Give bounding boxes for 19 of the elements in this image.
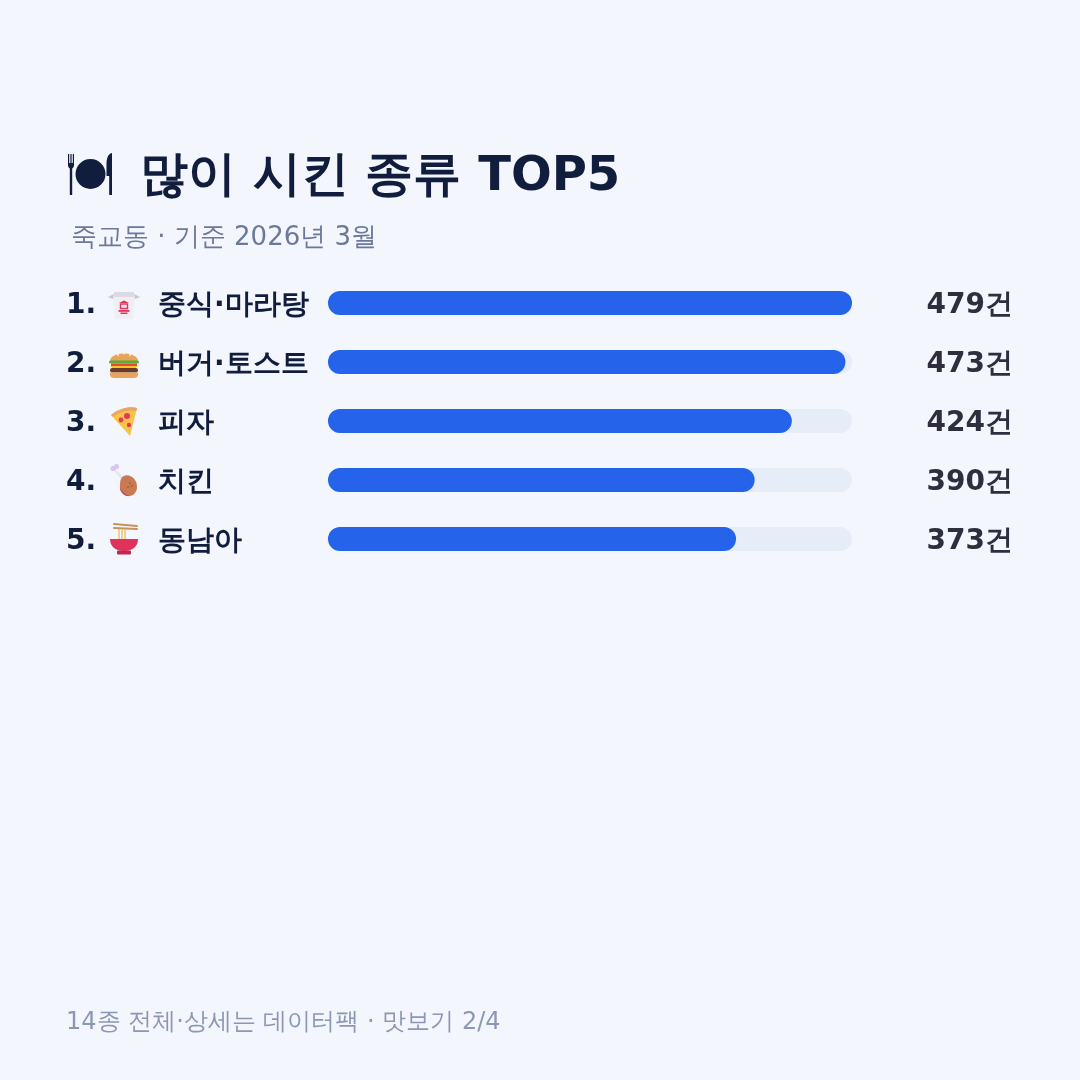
text: 4. <box>66 463 97 497</box>
y-tick-label: 중식·마라탕 <box>158 286 309 320</box>
text: 1. <box>66 286 97 320</box>
chart-title: 많이 시킨 종류 TOP5 <box>140 145 621 201</box>
data-label: 424건 <box>926 404 1013 438</box>
text: 3. <box>66 404 97 438</box>
text: 14종 전체·상세는 데이터팩 · 맛보기 2/4 <box>66 1007 501 1035</box>
chart-subtitle: 죽교동 · 기준 2026년 3월 <box>71 221 378 251</box>
y-tick-label: 치킨 <box>158 463 214 497</box>
y-tick-label: 동남아 <box>158 522 242 556</box>
y-tick-label: 피자 <box>158 404 214 438</box>
data-label: 373건 <box>926 522 1013 556</box>
bar <box>328 350 846 374</box>
text: 2. <box>66 345 97 379</box>
data-label: 479건 <box>926 286 1013 320</box>
y-tick-label: 버거·토스트 <box>158 345 309 379</box>
data-label: 390건 <box>926 463 1013 497</box>
text: 5. <box>66 522 97 556</box>
data-label: 473건 <box>926 345 1013 379</box>
